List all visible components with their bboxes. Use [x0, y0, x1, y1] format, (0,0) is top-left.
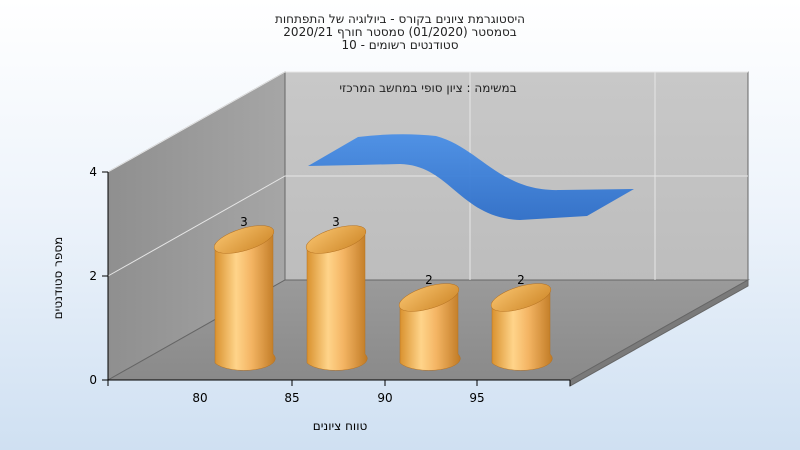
bar: 2	[490, 273, 553, 371]
bar-cap	[398, 283, 460, 312]
bar-body	[306, 234, 368, 371]
x-tick-label: 95	[469, 391, 484, 405]
x-tick-label: 90	[377, 391, 392, 405]
x-axis-title: טווח ציונים	[313, 419, 368, 433]
bar-value-label: 3	[332, 215, 340, 229]
x-tick-label: 85	[284, 391, 299, 405]
gridline-horizontal	[107, 71, 748, 173]
x-tick-label: 80	[192, 391, 207, 405]
chart-title-line-3: סטודנטים רשומים - 10	[341, 38, 459, 52]
bar-body	[399, 292, 461, 371]
chart-title-line-1: היסטוגרמת ציונים בקורס - ביולוגיה של התפ…	[274, 12, 525, 26]
y-tick-label: 2	[89, 269, 97, 283]
bar: 3	[305, 215, 368, 371]
trend-ribbon	[308, 134, 634, 220]
bar-value-label: 2	[425, 273, 433, 287]
y-tick-label: 4	[89, 165, 97, 179]
bar-value-label: 3	[240, 215, 248, 229]
bars: 3 3 2 2	[213, 215, 553, 371]
bar-value-label: 2	[517, 273, 525, 287]
bar-cap	[305, 225, 367, 254]
y-axis-title: מספר סטודנטים	[51, 237, 65, 320]
axis-ticks: 0 2 4 80 85 90 95	[89, 165, 571, 405]
y-tick-label: 0	[89, 373, 97, 387]
bar-cap	[213, 225, 275, 254]
bar-body	[491, 292, 553, 371]
bar-body	[214, 234, 276, 371]
chart-title-line-2: בסמסטר (01/2020) סמסטר חורף 2020/21	[283, 25, 517, 39]
bar: 3	[213, 215, 276, 371]
gridline-horizontal	[107, 175, 748, 277]
bar: 2	[398, 273, 461, 371]
bar-cap	[490, 283, 552, 312]
chart-annotation: במשימה : ציון סופי במחשב המרכזי	[339, 81, 516, 95]
